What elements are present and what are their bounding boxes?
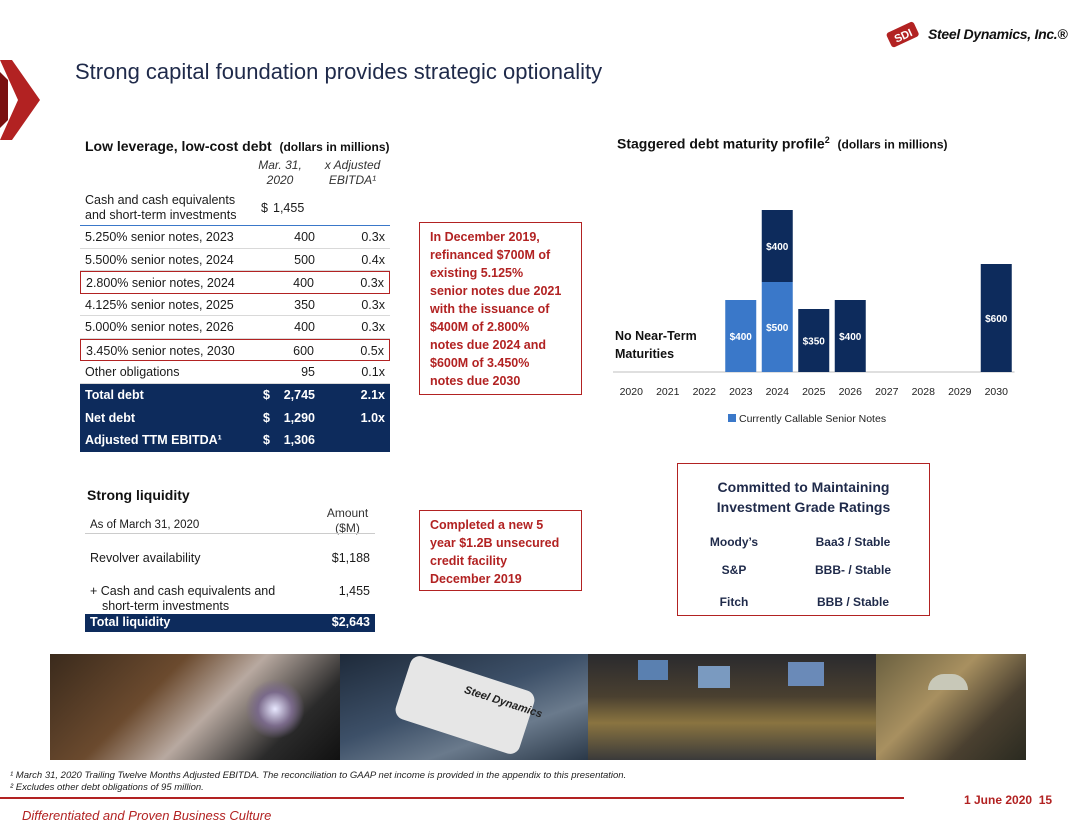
page-title: Strong capital foundation provides strat… <box>75 59 603 84</box>
table-row: 5.000% senior notes, 2026 400 0.3x <box>80 316 390 339</box>
x-tick-label: 2022 <box>693 386 717 398</box>
uniform-badge-photo: Steel Dynamics <box>340 653 588 760</box>
x-tick-label: 2027 <box>875 386 899 398</box>
liquidity-cash-row: + Cash and cash equivalents and short-ter… <box>90 584 370 613</box>
table-row: 4.125% senior notes, 2025 350 0.3x <box>80 294 390 316</box>
maturity-chart-title: Staggered debt maturity profile2 (dollar… <box>617 135 948 152</box>
x-tick-label: 2030 <box>985 386 1009 398</box>
x-tick-label: 2029 <box>948 386 972 398</box>
ratings-box: Committed to Maintaining Investment Grade… <box>677 463 930 616</box>
footer-divider <box>0 797 904 799</box>
logo-wordmark: Steel Dynamics, Inc.® <box>928 26 1068 42</box>
refinance-callout: In December 2019, refinanced $700M of exis… <box>419 222 582 395</box>
photo-strip: Steel Dynamics <box>50 653 1026 760</box>
bar-data-label: $400 <box>839 332 862 343</box>
bar <box>798 309 830 372</box>
x-tick-label: 2028 <box>912 386 936 398</box>
col-header-multiple: x Adjusted EBITDA¹ <box>324 158 381 187</box>
total-debt-row: Total debt $2,745 2.1x <box>80 384 390 407</box>
footnote-2: ² Excludes other debt obligations of 95 … <box>10 782 204 793</box>
bar <box>980 264 1012 372</box>
bar <box>761 282 793 372</box>
ratings-title: Committed to Maintaining Investment Grade… <box>716 479 891 515</box>
red-chevron-icon <box>0 60 40 140</box>
ebitda-row: Adjusted TTM EBITDA¹ $1,306 <box>80 429 390 452</box>
worker-photo <box>876 654 1026 760</box>
table-row: Other obligations 95 0.1x <box>80 361 390 384</box>
bar-data-label: $500 <box>766 323 789 334</box>
bar-data-label: $400 <box>766 242 789 253</box>
welder-photo <box>50 654 340 760</box>
bar-data-label: $400 <box>730 332 753 343</box>
debt-table-title: Low leverage, low-cost debt (dollars in … <box>85 138 390 154</box>
table-row: 5.500% senior notes, 2024 500 0.4x <box>80 249 390 271</box>
company-logo: SDI Steel Dynamics, Inc.® <box>884 20 1068 50</box>
bar <box>761 210 793 282</box>
x-tick-label: 2026 <box>839 386 863 398</box>
control-room-photo <box>588 654 876 760</box>
legend-label: Currently Callable Senior Notes <box>739 413 886 425</box>
x-tick-label: 2023 <box>729 386 753 398</box>
footer-tagline: Differentiated and Proven Business Cultu… <box>22 808 272 823</box>
x-tick-label: 2025 <box>802 386 826 398</box>
x-tick-label: 2020 <box>620 386 644 398</box>
col-header-date: Mar. 31, 2020 <box>258 158 302 187</box>
footnote-1: ¹ March 31, 2020 Trailing Twelve Months … <box>10 770 627 781</box>
legend-swatch <box>728 414 736 422</box>
table-row-highlighted: 2.800% senior notes, 2024 400 0.3x <box>80 271 390 294</box>
net-debt-row: Net debt $1,290 1.0x <box>80 406 390 429</box>
amount-col-header: Amount ($M) <box>326 506 369 535</box>
table-row-highlighted: 3.450% senior notes, 2030 600 0.5x <box>80 338 390 361</box>
credit-facility-callout: Completed a new 5 year $1.2B unsecured cre… <box>419 510 582 591</box>
total-liquidity-row: Total liquidity $2,643 <box>85 614 375 632</box>
x-tick-label: 2024 <box>766 386 790 398</box>
bar-data-label: $350 <box>803 337 826 348</box>
bar-data-label: $600 <box>985 314 1008 325</box>
sdi-logo-icon: SDI <box>886 21 919 48</box>
as-of-label: As of March 31, 2020 <box>85 519 375 534</box>
liquidity-title: Strong liquidity <box>87 487 190 503</box>
table-row: 5.250% senior notes, 2023 400 0.3x <box>80 226 390 249</box>
bar <box>834 300 866 372</box>
bar <box>725 300 757 372</box>
cash-row: Cash and cash equivalents and short-term … <box>80 193 390 226</box>
no-near-term-label: No Near-Term Maturities <box>615 329 697 361</box>
x-tick-label: 2021 <box>656 386 680 398</box>
maturity-chart: 2020 2021 2022 2023 $400 2024 $500 $400 2025 $350… <box>613 210 1015 425</box>
footer-page-info: 1 June 2020 15 <box>964 793 1053 807</box>
